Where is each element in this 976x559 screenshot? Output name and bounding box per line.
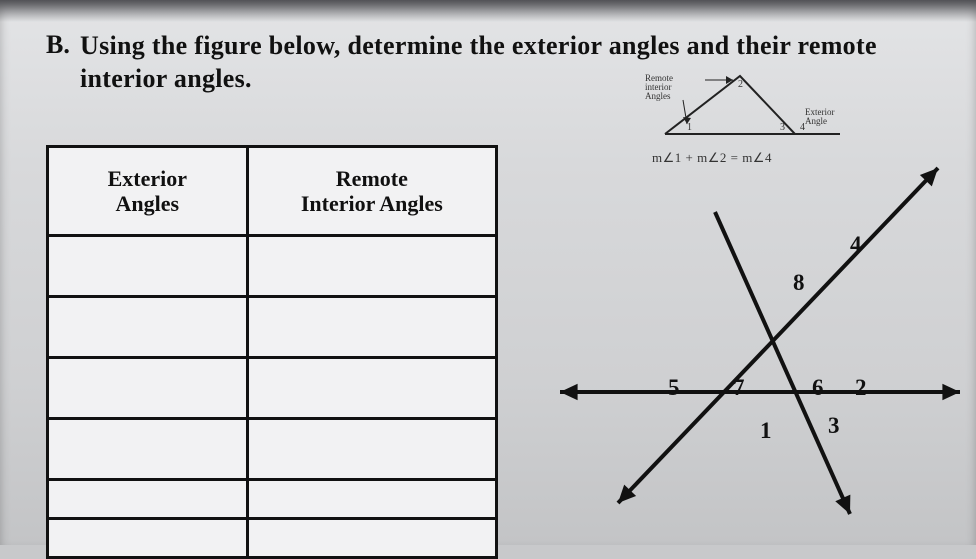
table-row xyxy=(48,480,497,519)
table-row xyxy=(48,358,497,419)
angle-label-5: 5 xyxy=(668,375,680,401)
example-num-3: 3 xyxy=(780,123,785,133)
cell-rem xyxy=(247,297,496,358)
example-num-4: 4 xyxy=(800,123,805,133)
ext-remote-table: ExteriorAngles RemoteInterior Angles xyxy=(46,145,498,559)
cell-ext xyxy=(48,519,248,558)
table-row xyxy=(48,236,497,297)
main-triangle-figure: 1 2 3 4 5 6 7 8 xyxy=(560,150,960,530)
cell-ext xyxy=(48,419,248,480)
cell-rem xyxy=(247,519,496,558)
table-header-row: ExteriorAngles RemoteInterior Angles xyxy=(48,147,497,236)
cell-ext xyxy=(48,297,248,358)
example-num-2: 2 xyxy=(738,80,743,90)
table-row xyxy=(48,519,497,558)
main-figure-svg xyxy=(560,150,960,530)
table-row xyxy=(48,297,497,358)
cell-ext xyxy=(48,358,248,419)
header-remote: RemoteInterior Angles xyxy=(247,147,496,236)
top-shadow xyxy=(0,0,976,22)
angle-label-6: 6 xyxy=(812,375,824,401)
angle-label-2: 2 xyxy=(855,375,867,401)
cell-rem xyxy=(247,236,496,297)
angle-label-3: 3 xyxy=(828,413,840,439)
cell-rem xyxy=(247,480,496,519)
example-exterior-angle-diagram: RemoteinteriorAngles ExteriorAngle 1 2 3… xyxy=(645,68,855,148)
angle-label-1: 1 xyxy=(760,418,772,444)
cell-rem xyxy=(247,419,496,480)
header-remote-text: RemoteInterior Angles xyxy=(301,166,443,216)
table-row xyxy=(48,419,497,480)
angle-label-8: 8 xyxy=(793,270,805,296)
angle-label-7: 7 xyxy=(733,375,745,401)
question-letter: B. xyxy=(46,30,70,60)
cell-ext xyxy=(48,480,248,519)
example-num-1: 1 xyxy=(687,123,692,133)
angle-label-4: 4 xyxy=(850,232,862,258)
example-label-exterior: ExteriorAngle xyxy=(805,108,835,126)
cell-rem xyxy=(247,358,496,419)
worksheet-page: B. Using the figure below, determine the… xyxy=(0,0,976,545)
example-label-remote: RemoteinteriorAngles xyxy=(645,74,673,101)
cell-ext xyxy=(48,236,248,297)
header-exterior-text: ExteriorAngles xyxy=(108,166,187,216)
header-exterior: ExteriorAngles xyxy=(48,147,248,236)
